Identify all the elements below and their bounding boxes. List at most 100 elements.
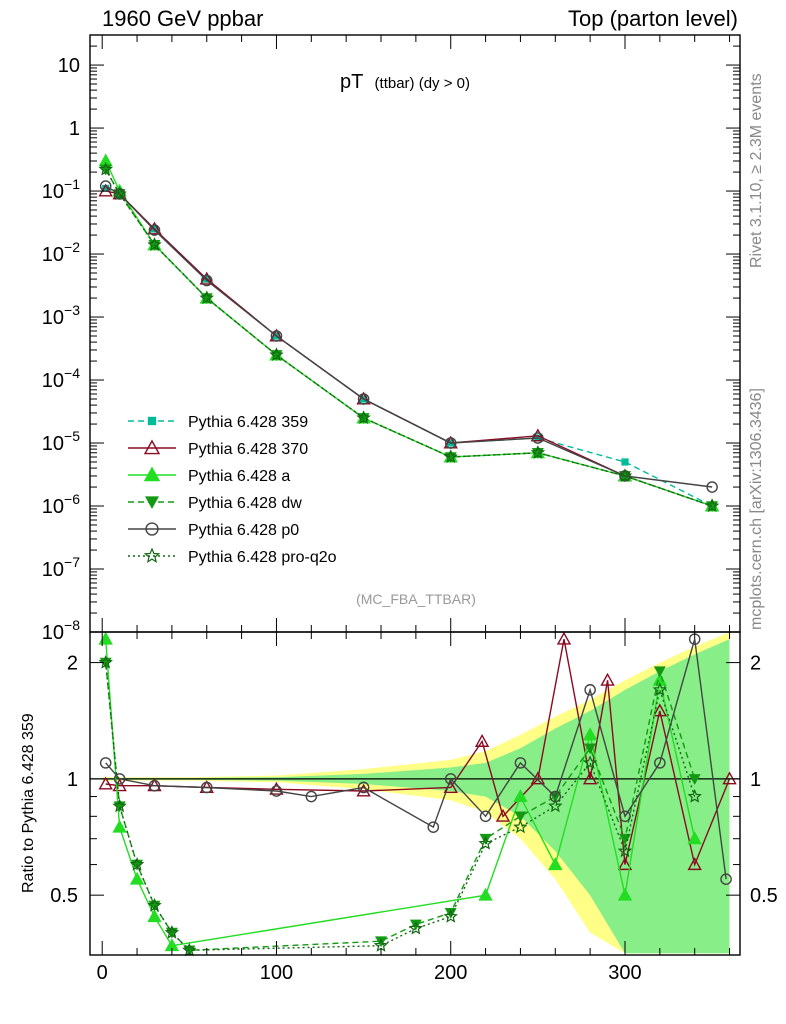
- ratio-point-370-9: [530, 771, 546, 785]
- ratio-point-a-3: [147, 909, 162, 923]
- ratio-point-370-11: [582, 771, 598, 785]
- ratio-line-p0: [105, 638, 727, 880]
- ratio-point-pro-q2o-4: [164, 925, 180, 939]
- main-point-p0-0: [99, 180, 112, 192]
- main-point-p0-4: [270, 330, 283, 342]
- ratio-point-p0-1: [113, 773, 126, 785]
- ratio-point-dw-15: [688, 774, 701, 785]
- ratio-point-p0-4: [270, 785, 283, 797]
- legend-label-a: Pythia 6.428 a: [188, 468, 290, 485]
- legend-marker-dw: [145, 496, 159, 509]
- ratio-point-p0-9: [479, 810, 492, 823]
- ratio-point-pro-q2o-10: [513, 819, 528, 834]
- ratio-line-pro-q2o: [105, 662, 696, 952]
- main-series-p0: [99, 180, 718, 493]
- ratio-point-p0-3: [200, 781, 213, 794]
- xtick-label-0: 0: [97, 962, 108, 984]
- ratio-point-a-9: [617, 887, 633, 901]
- ratio-point-370-15: [687, 857, 702, 871]
- ratio-point-dw-4: [165, 927, 178, 939]
- main-point-p0-6: [444, 437, 457, 449]
- legend-item-370: Pythia 6.428 370: [128, 439, 308, 458]
- ratio-ytick-label-right-0: 0.5: [750, 885, 778, 907]
- main-ytick-label-2: 10−1: [42, 176, 80, 203]
- ratio-point-pro-q2o-0: [98, 655, 113, 669]
- legend-label-pro-q2o: Pythia 6.428 pro-q2o: [188, 549, 337, 566]
- main-line-359: [105, 187, 713, 507]
- main-point-pro-q2o-9: [704, 498, 720, 513]
- legend-marker-p0: [145, 522, 159, 536]
- header-collision-energy: 1960 GeV ppbar: [102, 6, 264, 31]
- side-mcplots-label: mcplots.cern.ch [arXiv:1306.3436]: [748, 388, 765, 630]
- ratio-point-pro-q2o-5: [182, 942, 197, 957]
- ratio-point-370-4: [269, 781, 284, 795]
- main-series-pro-q2o: [98, 161, 720, 513]
- legend-label-p0: Pythia 6.428 p0: [188, 522, 299, 539]
- ratio-point-pro-q2o-2: [129, 857, 145, 871]
- ratio-point-p0-8: [444, 773, 457, 785]
- ratio-line-dw: [105, 662, 696, 952]
- main-line-370: [105, 190, 713, 507]
- ratio-point-370-13: [617, 857, 633, 871]
- ratio-ytick-label-right-2: 2: [750, 653, 761, 675]
- main-line-p0: [105, 185, 713, 488]
- ratio-series-p0: [99, 633, 732, 885]
- main-ytick-label-1: 1: [69, 118, 80, 140]
- main-ytick-label-9: 10−8: [42, 617, 80, 644]
- analysis-watermark: (MC_FBA_TTBAR): [356, 591, 476, 607]
- ratio-point-a-6: [513, 789, 528, 803]
- legend-label-dw: Pythia 6.428 dw: [188, 495, 302, 512]
- legend-marker-370: [143, 439, 161, 455]
- ratio-point-370-0: [98, 776, 113, 790]
- ratio-ytick-label-left-0: 0.5: [50, 885, 78, 907]
- legend-item-dw: Pythia 6.428 dw: [128, 495, 302, 512]
- ratio-point-dw-14: [653, 666, 666, 678]
- ratio-point-a-11: [687, 831, 702, 845]
- ratio-point-p0-6: [357, 781, 370, 794]
- main-ytick-label-3: 10−2: [42, 239, 80, 266]
- ratio-point-p0-7: [427, 821, 440, 833]
- ratio-point-dw-6: [375, 936, 388, 948]
- main-line-a: [105, 160, 713, 507]
- ratio-plot-frame: [89, 631, 741, 956]
- main-series-359: [102, 184, 716, 510]
- ratio-point-370-14: [652, 703, 668, 717]
- ratio-point-pro-q2o-15: [687, 789, 702, 803]
- ratio-point-dw-13: [618, 833, 631, 845]
- main-ytick-label-8: 10−7: [42, 554, 80, 581]
- legend-marker-359: [147, 416, 157, 426]
- ratio-point-p0-2: [148, 779, 161, 792]
- ratio-point-dw-9: [479, 833, 492, 845]
- main-point-pro-q2o-1: [112, 186, 127, 201]
- main-point-pro-q2o-2: [147, 237, 162, 252]
- plot-title-sub: (ttbar) (dy > 0): [375, 75, 470, 92]
- ratio-point-pro-q2o-14: [652, 682, 667, 696]
- ratio-point-p0-14: [654, 757, 666, 769]
- ratio-point-p0-5: [305, 790, 318, 803]
- main-point-pro-q2o-0: [98, 161, 113, 176]
- main-point-359-8: [621, 458, 629, 466]
- ratio-point-pro-q2o-8: [443, 909, 458, 923]
- side-rivet-label: Rivet 3.1.10, ≥ 2.3M events: [748, 73, 765, 268]
- ratio-point-370-5: [356, 783, 371, 797]
- ratio-point-pro-q2o-3: [147, 897, 162, 912]
- main-point-p0-5: [357, 393, 370, 405]
- ratio-point-p0-0: [99, 757, 112, 769]
- main-point-370-7: [530, 428, 546, 442]
- ratio-point-pro-q2o-12: [582, 755, 598, 769]
- plot-title: pT (ttbar) (dy > 0): [340, 71, 470, 93]
- legend-item-p0: Pythia 6.428 p0: [128, 522, 299, 539]
- ratio-point-pro-q2o-11: [548, 798, 563, 813]
- main-point-pro-q2o-8: [617, 468, 633, 483]
- ratio-y-axis-label: Ratio to Pythia 6.428 359: [20, 713, 37, 893]
- legend-item-pro-q2o: Pythia 6.428 pro-q2o: [128, 547, 337, 566]
- ratio-point-p0-10: [514, 757, 527, 769]
- main-point-pro-q2o-6: [443, 449, 458, 464]
- ratio-point-370-12: [600, 672, 615, 686]
- main-point-pro-q2o-5: [356, 410, 371, 425]
- ratio-line-a: [105, 639, 696, 947]
- ratio-point-p0-16: [720, 873, 732, 885]
- xtick-label-2: 200: [434, 962, 467, 984]
- ratio-point-a-8: [582, 727, 598, 741]
- main-ytick-label-5: 10−4: [42, 365, 80, 392]
